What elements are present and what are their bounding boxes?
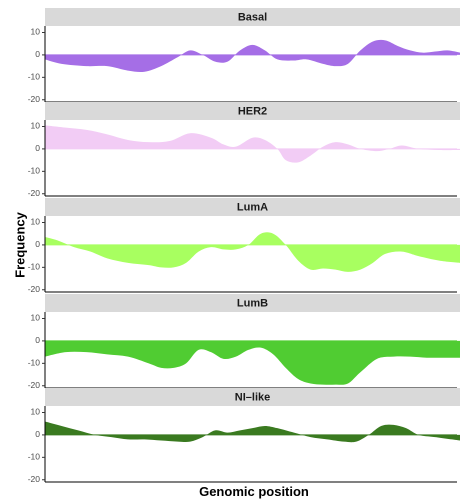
- facet-strip: [45, 294, 460, 312]
- frequency-area: [45, 421, 460, 443]
- y-tick-label: 10: [31, 313, 41, 323]
- y-tick-label: -20: [28, 474, 41, 484]
- facet-strip: [45, 102, 460, 120]
- y-tick-label: 0: [35, 49, 40, 59]
- y-tick-label: -10: [28, 262, 41, 272]
- y-tick-label: 0: [35, 239, 40, 249]
- y-tick-label: -10: [28, 166, 41, 176]
- facet-strip: [45, 388, 460, 406]
- y-tick-label: -20: [28, 380, 41, 390]
- facet-strip-label: LumA: [237, 201, 268, 213]
- y-tick-label: 10: [31, 217, 41, 227]
- facet-strip-label: LumB: [237, 297, 268, 309]
- facet-strip: [45, 8, 460, 26]
- y-tick-label: 10: [31, 121, 41, 131]
- y-tick-label: 10: [31, 27, 41, 37]
- y-tick-label: 0: [35, 335, 40, 345]
- y-tick-label: 10: [31, 407, 41, 417]
- facet-strip: [45, 198, 460, 216]
- y-tick-label: -20: [28, 94, 41, 104]
- panel-4: NI–like 10 0 -10 -20: [28, 388, 460, 484]
- facet-strip-label: Basal: [238, 11, 267, 23]
- y-tick-label: -20: [28, 284, 41, 294]
- panels: Basal 10 0 -10 -20 HER2 10 0 -10 -20 LumA 10 0 -10 -20…: [28, 8, 460, 484]
- facet-strip-label: NI–like: [235, 391, 270, 403]
- frequency-area: [45, 340, 460, 385]
- frequency-area: [45, 232, 460, 272]
- y-tick-label: -10: [28, 452, 41, 462]
- frequency-area: [45, 39, 460, 72]
- frequency-area: [45, 125, 460, 163]
- panel-0: Basal 10 0 -10 -20: [28, 8, 460, 104]
- y-tick-label: -10: [28, 358, 41, 368]
- x-axis-title: Genomic position: [199, 484, 309, 499]
- y-tick-label: -20: [28, 188, 41, 198]
- panel-1: HER2 10 0 -10 -20: [28, 102, 460, 198]
- facet-strip-label: HER2: [238, 105, 267, 117]
- y-axis-title: Frequency: [12, 211, 27, 278]
- panel-3: LumB 10 0 -10 -20: [28, 294, 460, 390]
- y-tick-label: 0: [35, 143, 40, 153]
- y-tick-label: 0: [35, 429, 40, 439]
- y-tick-label: -10: [28, 72, 41, 82]
- panel-2: LumA 10 0 -10 -20: [28, 198, 460, 294]
